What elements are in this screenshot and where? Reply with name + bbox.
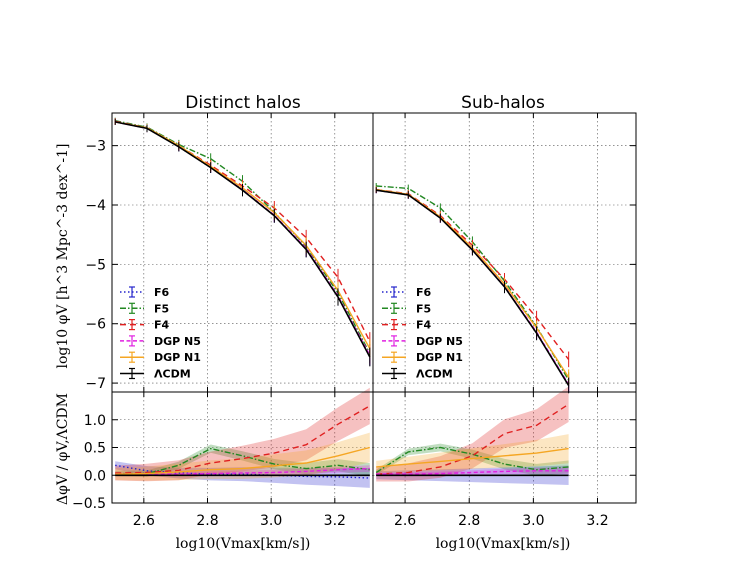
- ytick-bot-label-2: 0.5: [84, 441, 106, 457]
- frame-top-subhalo: [372, 112, 637, 393]
- legend-label-1-dgp-n5: DGP N5: [416, 335, 463, 348]
- title-sub-halos: Sub-halos: [461, 93, 545, 113]
- frame-top-distinct: [111, 112, 374, 393]
- xtick-label-subhalo-1: 2.8: [458, 513, 480, 529]
- ylabel-top: log10 φV [h^3 Mpc^-3 dex^-1]: [55, 144, 71, 369]
- xlabel-left: log10(Vmax[km/s]): [176, 536, 311, 552]
- ytick-top-label-2: −5: [85, 257, 106, 273]
- xtick-label-distinct-1: 2.8: [196, 513, 218, 529]
- legend-label-1-dgp-n1: DGP N1: [416, 351, 463, 364]
- legend-label-0-lcdm: ΛCDM: [154, 368, 191, 381]
- ylabel-bottom: ΔφV / φV,ΛCDM: [55, 393, 71, 505]
- line-bot-distinct-f5: [115, 447, 370, 475]
- line-top-subhalo-lcdm: [376, 189, 570, 386]
- ytick-top-label-0: −3: [85, 139, 106, 155]
- xtick-label-subhalo-0: 2.6: [394, 513, 416, 529]
- legend-label-0-f6: F6: [154, 286, 170, 299]
- legend-label-1-f6: F6: [416, 286, 432, 299]
- line-bot-distinct-f4: [115, 405, 371, 474]
- line-bot-distinct-f6: [115, 464, 370, 479]
- legend-label-0-f5: F5: [154, 302, 169, 315]
- line-top-subhalo-dgp-n5: [376, 189, 570, 385]
- ytick-top-label-3: −6: [85, 317, 106, 333]
- legend-label-0-dgp-n1: DGP N1: [154, 351, 201, 364]
- xtick-label-distinct-2: 3.0: [260, 513, 282, 529]
- line-top-subhalo-f6: [376, 189, 570, 386]
- ytick-top-label-4: −7: [85, 376, 106, 392]
- line-bot-distinct-dgp-n5: [115, 467, 370, 475]
- band-distinct-f4: [115, 387, 370, 482]
- ytick-bot-label-3: 1.0: [84, 413, 106, 429]
- ytick-top-label-1: −4: [85, 198, 106, 214]
- xtick-label-subhalo-2: 3.0: [522, 513, 544, 529]
- legend-label-0-dgp-n5: DGP N5: [154, 335, 201, 348]
- xtick-label-subhalo-3: 3.2: [586, 513, 608, 529]
- ytick-bot-label-1: 0.0: [84, 468, 106, 484]
- title-distinct-halos: Distinct halos: [185, 93, 301, 113]
- legend-label-1-f4: F4: [416, 319, 432, 332]
- xtick-label-distinct-3: 3.2: [324, 513, 346, 529]
- legend-label-1-f5: F5: [416, 302, 431, 315]
- xlabel-right: log10(Vmax[km/s]): [436, 536, 571, 552]
- line-bot-subhalo-f5: [375, 446, 569, 474]
- legend-label-1-lcdm: ΛCDM: [416, 368, 453, 381]
- legend-label-0-f4: F4: [154, 319, 170, 332]
- line-bot-subhalo-f4: [376, 403, 569, 475]
- band-subhalo-f4: [376, 386, 569, 482]
- line-bot-subhalo-dgp-n1: [376, 447, 569, 468]
- line-bot-distinct-dgp-n1: [115, 446, 370, 475]
- xtick-label-distinct-0: 2.6: [133, 513, 155, 529]
- ytick-bot-label-0: −0.5: [72, 496, 106, 512]
- line-top-subhalo-f5: [376, 185, 570, 381]
- plot-layer: 2.6 2.8 3.0 3.2 2.6 2.8 3.0 3.2 −3 −4 −5 −6 −7 −0.5 0.…: [72, 112, 637, 529]
